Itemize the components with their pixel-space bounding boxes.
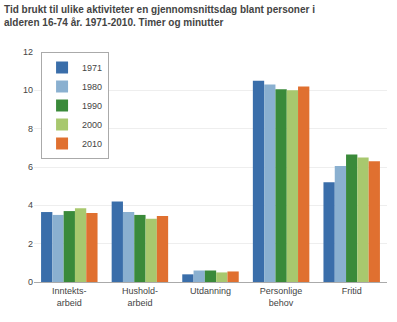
svg-text:2010: 2010 bbox=[82, 139, 102, 149]
svg-text:Hushold-arbeid: Hushold-arbeid bbox=[122, 286, 158, 308]
svg-text:1971: 1971 bbox=[82, 63, 102, 73]
svg-text:10: 10 bbox=[23, 85, 33, 95]
svg-text:1980: 1980 bbox=[82, 82, 102, 92]
svg-text:6: 6 bbox=[28, 162, 33, 172]
svg-text:0: 0 bbox=[28, 277, 33, 287]
svg-text:Personligebehov: Personligebehov bbox=[260, 286, 303, 308]
svg-text:8: 8 bbox=[28, 124, 33, 134]
svg-text:Tid brukt til ulike aktivitete: Tid brukt til ulike aktiviteter en gjenn… bbox=[4, 4, 315, 28]
svg-text:Utdanning: Utdanning bbox=[190, 286, 231, 296]
svg-text:1990: 1990 bbox=[82, 101, 102, 111]
svg-text:12: 12 bbox=[23, 47, 33, 57]
svg-text:2: 2 bbox=[28, 239, 33, 249]
svg-text:4: 4 bbox=[28, 200, 33, 210]
svg-text:2000: 2000 bbox=[82, 120, 102, 130]
svg-text:Inntekts-arbeid: Inntekts-arbeid bbox=[52, 286, 87, 308]
svg-text:Fritid: Fritid bbox=[342, 286, 362, 296]
